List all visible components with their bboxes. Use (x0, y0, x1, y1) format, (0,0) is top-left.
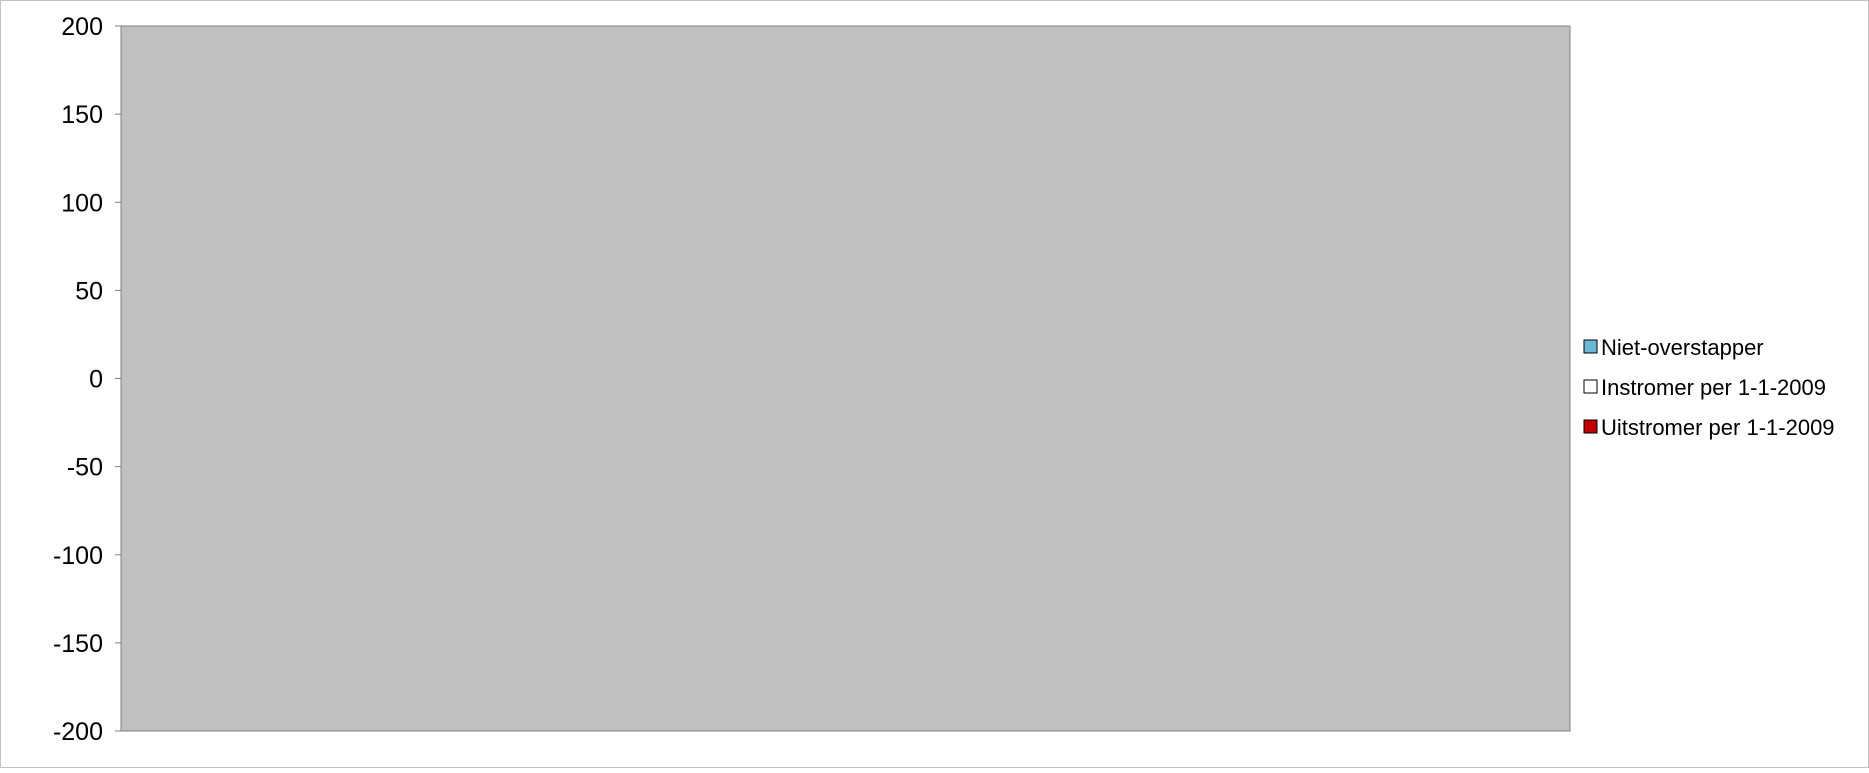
legend-swatch (1583, 339, 1598, 354)
y-tick-label: 200 (61, 13, 103, 41)
y-tick-label: 150 (61, 101, 103, 129)
y-tick-label: -200 (53, 718, 103, 746)
legend-swatch (1583, 379, 1598, 394)
legend-swatch (1583, 419, 1598, 434)
plot-background (120, 25, 1571, 732)
y-tick-label: -100 (53, 542, 103, 570)
y-tick-label: 0 (89, 366, 103, 394)
legend-label: Niet-overstapper (1601, 335, 1764, 360)
y-axis: -200 -150 -100 -50 0 50 100 150 200 (53, 13, 122, 746)
y-tick-label: -50 (67, 454, 103, 482)
y-tick-label: -150 (53, 630, 103, 658)
legend-label: Instromer per 1-1-2009 (1601, 375, 1826, 400)
legend-label: Uitstromer per 1-1-2009 (1601, 415, 1835, 440)
y-tick-label: 100 (61, 189, 103, 217)
y-tick-label: 50 (75, 277, 103, 305)
legend: Niet-overstapper Instromer per 1-1-2009 Ui… (1583, 335, 1835, 440)
